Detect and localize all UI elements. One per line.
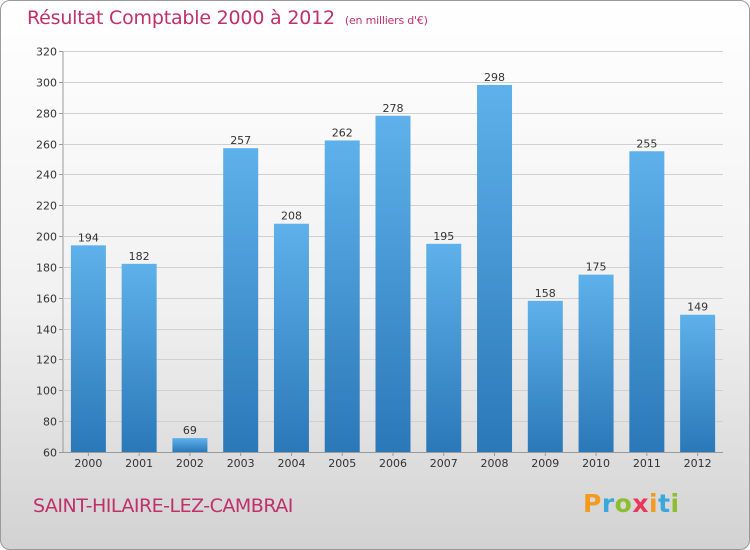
- x-tick-label: 2008: [481, 457, 509, 470]
- data-label: 195: [433, 230, 454, 243]
- logo-letter: o: [614, 489, 633, 518]
- bar: [578, 274, 614, 452]
- proxiti-logo: Proxiti: [583, 489, 680, 518]
- y-tick-label: 60: [43, 447, 57, 460]
- y-axis: 60 80 100 120 140 160 180 200 220 240 260 280 300 320: [36, 46, 63, 460]
- logo-letter: r: [601, 489, 615, 518]
- chart-title: Résultat Comptable 2000 à 2012 (en millie…: [27, 7, 428, 29]
- title-text: Résultat Comptable 2000 à 2012: [27, 7, 335, 29]
- bar: [172, 438, 208, 452]
- bar: [324, 140, 360, 452]
- y-tick-label: 260: [36, 139, 57, 152]
- bar: [375, 115, 411, 453]
- logo-letter: t: [658, 489, 671, 518]
- y-tick-label: 140: [36, 324, 57, 337]
- data-label: 257: [230, 134, 251, 147]
- x-tick-label: 2004: [277, 457, 305, 470]
- bar: [477, 84, 513, 452]
- bar: [527, 300, 563, 452]
- data-label: 194: [78, 231, 99, 244]
- y-tick-label: 220: [36, 200, 57, 213]
- data-labels: 194 182 69 257 208 262 278 195 298 158 175 255 149: [78, 71, 708, 437]
- bars: [70, 84, 716, 453]
- bar: [680, 314, 716, 452]
- x-tick-label: 2001: [125, 457, 153, 470]
- y-tick-label: 240: [36, 169, 57, 182]
- bar: [629, 151, 665, 452]
- x-tick-label: 2009: [531, 457, 559, 470]
- x-tick-label: 2012: [684, 457, 712, 470]
- bar: [223, 148, 259, 452]
- y-tick-label: 320: [36, 46, 57, 59]
- unit-label: (en milliers d'€): [344, 14, 428, 27]
- x-tick-label: 2006: [379, 457, 407, 470]
- data-label: 255: [636, 137, 657, 150]
- y-tick-label: 120: [36, 354, 57, 367]
- data-label: 262: [332, 126, 353, 139]
- bar: [121, 263, 157, 452]
- data-label: 208: [281, 210, 302, 223]
- x-tick-label: 2002: [176, 457, 204, 470]
- y-tick-label: 300: [36, 77, 57, 90]
- data-label: 278: [383, 102, 404, 115]
- bar: [70, 245, 106, 452]
- logo-letter: i: [670, 489, 680, 518]
- y-tick-label: 200: [36, 231, 57, 244]
- y-tick-label: 160: [36, 293, 57, 306]
- x-tick-label: 2005: [328, 457, 356, 470]
- x-tick-label: 2010: [582, 457, 610, 470]
- x-tick-label: 2003: [227, 457, 255, 470]
- logo-letter: i: [649, 489, 659, 518]
- data-label: 182: [129, 250, 150, 263]
- data-label: 69: [183, 424, 197, 437]
- y-tick-label: 180: [36, 262, 57, 275]
- y-tick-label: 80: [43, 416, 57, 429]
- town-name: SAINT-HILAIRE-LEZ-CAMBRAI: [33, 495, 293, 517]
- bar: [426, 243, 462, 452]
- y-tick-label: 280: [36, 108, 57, 121]
- x-tick-label: 2011: [633, 457, 661, 470]
- data-label: 298: [484, 71, 505, 84]
- bar: [273, 223, 309, 452]
- y-tick-label: 100: [36, 385, 57, 398]
- x-axis: 2000 2001 2002 2003 2004 2005 2006 2007 2008 2009…: [74, 452, 712, 470]
- data-label: 175: [586, 261, 607, 274]
- data-label: 158: [535, 287, 556, 300]
- x-tick-label: 2000: [74, 457, 102, 470]
- x-tick-label: 2007: [430, 457, 458, 470]
- logo-letter: P: [583, 489, 602, 518]
- data-label: 149: [687, 301, 708, 314]
- logo-letter: x: [632, 489, 649, 518]
